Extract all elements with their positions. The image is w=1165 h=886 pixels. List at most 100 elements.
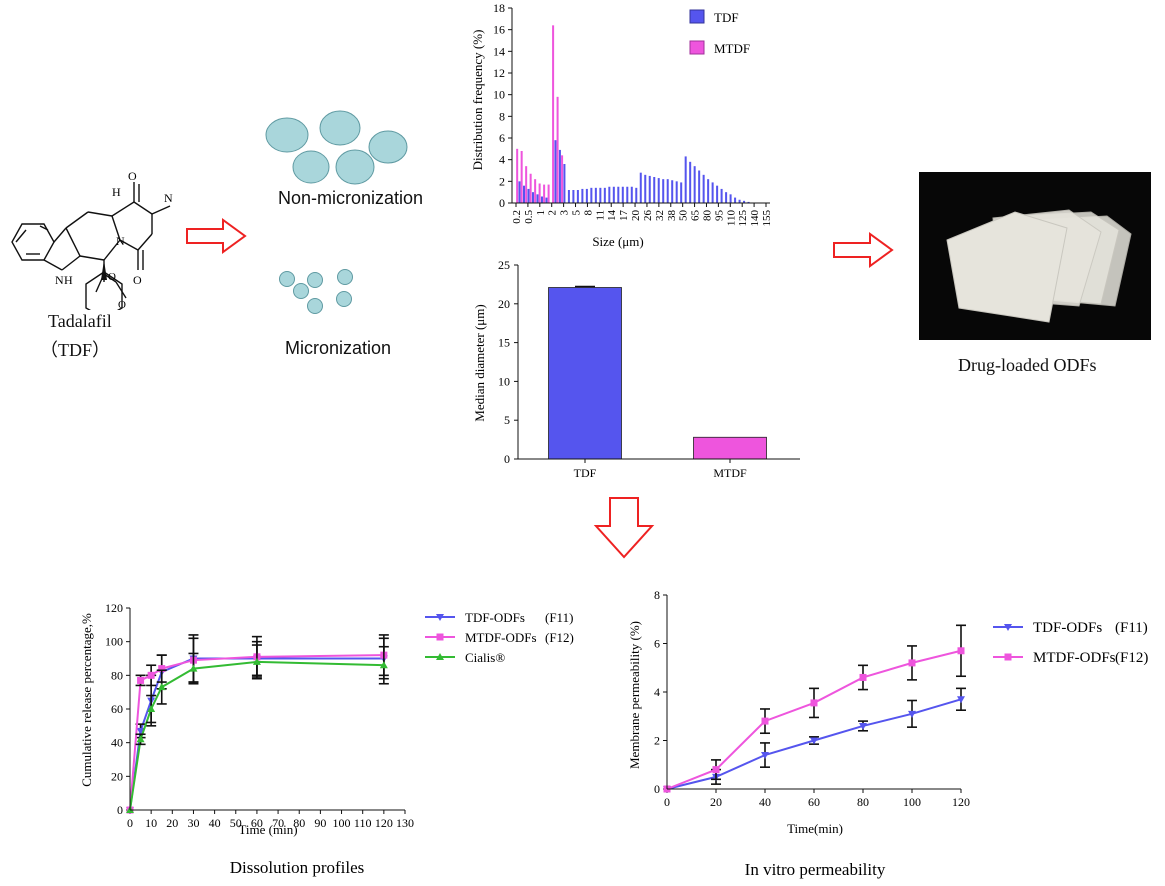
- x-tick-label: 155: [761, 210, 773, 227]
- atom-o-label: O: [108, 271, 116, 283]
- y-tick-label: 20: [111, 769, 123, 783]
- distribution-bar: [738, 199, 741, 203]
- particle-icon: [368, 130, 408, 164]
- median-bar: [548, 287, 622, 460]
- legend-swatch-tdf: [689, 9, 705, 24]
- x-tick-label: 30: [187, 816, 199, 830]
- odf-label: Drug-loaded ODFs: [958, 355, 1097, 375]
- data-point: [859, 722, 867, 730]
- legend-tag: (F12): [545, 630, 574, 645]
- x-tick-label: 17: [618, 210, 630, 222]
- distribution-bar: [729, 194, 732, 203]
- atom-o-label: O: [128, 169, 137, 183]
- y-tick-label: 100: [105, 635, 123, 649]
- x-tick-label: 10: [145, 816, 157, 830]
- y-tick-label: 18: [493, 1, 505, 15]
- arrow-shape: [593, 497, 655, 559]
- arrow-right-icon: [186, 218, 247, 254]
- distribution-bar: [558, 149, 561, 203]
- distribution-bar: [675, 181, 678, 203]
- distribution-bar: [536, 194, 539, 203]
- distribution-bar: [644, 174, 647, 203]
- y-tick-label: 10: [493, 88, 505, 102]
- data-point: [136, 735, 145, 743]
- atom-n-label: N: [116, 234, 125, 248]
- arrow-down-icon: [593, 497, 655, 559]
- distribution-bar: [617, 186, 620, 203]
- y-tick-label: 40: [111, 736, 123, 750]
- small-particles: [279, 269, 353, 314]
- particle-icon: [319, 110, 361, 146]
- distribution-bar: [635, 187, 638, 203]
- x-tick-label: 11: [594, 210, 606, 221]
- x-tick-label: 80: [857, 795, 869, 809]
- data-point: [908, 659, 916, 667]
- median-bar: [693, 436, 767, 460]
- methylenedioxy-ring: O O: [95, 271, 127, 311]
- x-tick-label: 3: [559, 210, 571, 216]
- y-tick-label: 16: [493, 23, 505, 37]
- y-axis-label: Membrane permeability (%): [627, 621, 642, 769]
- distribution-bar: [534, 179, 537, 203]
- chart-title: In vitro permeability: [745, 860, 886, 879]
- distribution-bar: [590, 187, 593, 203]
- odf-photo: [919, 172, 1151, 340]
- y-tick-label: 6: [499, 131, 505, 145]
- x-tick-label: 120: [375, 816, 393, 830]
- x-tick-label: 0: [664, 795, 670, 809]
- distribution-bar: [693, 166, 696, 203]
- arrow-right-icon: [833, 232, 894, 268]
- x-axis-label: Size (μm): [592, 234, 643, 249]
- y-axis-label: Distribution frequency (%): [470, 30, 485, 171]
- distribution-bar: [585, 188, 588, 203]
- x-tick-label: 95: [713, 210, 725, 222]
- atom-nh-label: N: [55, 273, 64, 287]
- distribution-bar: [561, 155, 564, 203]
- atom-h-label: H: [64, 273, 73, 287]
- legend-label: MTDF-ODFs: [1033, 650, 1116, 666]
- distribution-bar: [545, 197, 548, 203]
- x-tick-label: 100: [333, 816, 351, 830]
- x-axis-label: Time (min): [238, 822, 297, 837]
- y-tick-label: 0: [117, 803, 123, 817]
- x-tick-label: 20: [630, 210, 642, 222]
- legend-label: Cialis®: [465, 650, 505, 665]
- distribution-bar: [518, 181, 521, 203]
- x-tick-label: 5: [571, 210, 583, 216]
- legend-marker: [436, 614, 444, 621]
- distribution-bar: [684, 156, 687, 203]
- atom-o-label: O: [133, 273, 142, 287]
- x-tick-label: 8: [582, 210, 594, 216]
- x-tick-label: 0: [127, 816, 133, 830]
- data-point: [136, 727, 145, 735]
- x-tick-label: 60: [808, 795, 820, 809]
- data-point: [810, 737, 818, 745]
- data-point: [810, 699, 818, 707]
- distribution-bar: [662, 179, 665, 203]
- y-tick-label: 15: [498, 336, 510, 350]
- arrow-shape: [833, 232, 894, 268]
- x-tick-label: 80: [701, 210, 713, 222]
- distribution-bar: [612, 186, 615, 203]
- y-tick-label: 0: [499, 196, 505, 210]
- legend-tag: (F11): [545, 610, 573, 625]
- x-tick-label: 110: [354, 816, 372, 830]
- distribution-bar: [525, 166, 528, 203]
- distribution-bar: [666, 179, 669, 203]
- y-tick-label: 0: [654, 782, 660, 796]
- x-tick-label: 26: [642, 210, 654, 222]
- particle-icon: [307, 298, 323, 314]
- y-axis-label: Cumulative release percentage,%: [79, 613, 94, 787]
- legend-label: TDF-ODFs: [1033, 620, 1102, 636]
- distribution-bar: [516, 148, 519, 203]
- x-tick-label: 20: [166, 816, 178, 830]
- legend-label: MTDF-ODFs: [465, 630, 537, 645]
- data-point: [137, 676, 145, 684]
- arrow-shape: [186, 218, 247, 254]
- legend-marker: [1004, 653, 1012, 661]
- micronization-label: Micronization: [285, 338, 392, 358]
- x-tick-label: 60: [251, 816, 263, 830]
- distribution-bar: [747, 201, 750, 203]
- distribution-bar: [522, 185, 526, 203]
- x-tick-label: 50: [678, 210, 690, 222]
